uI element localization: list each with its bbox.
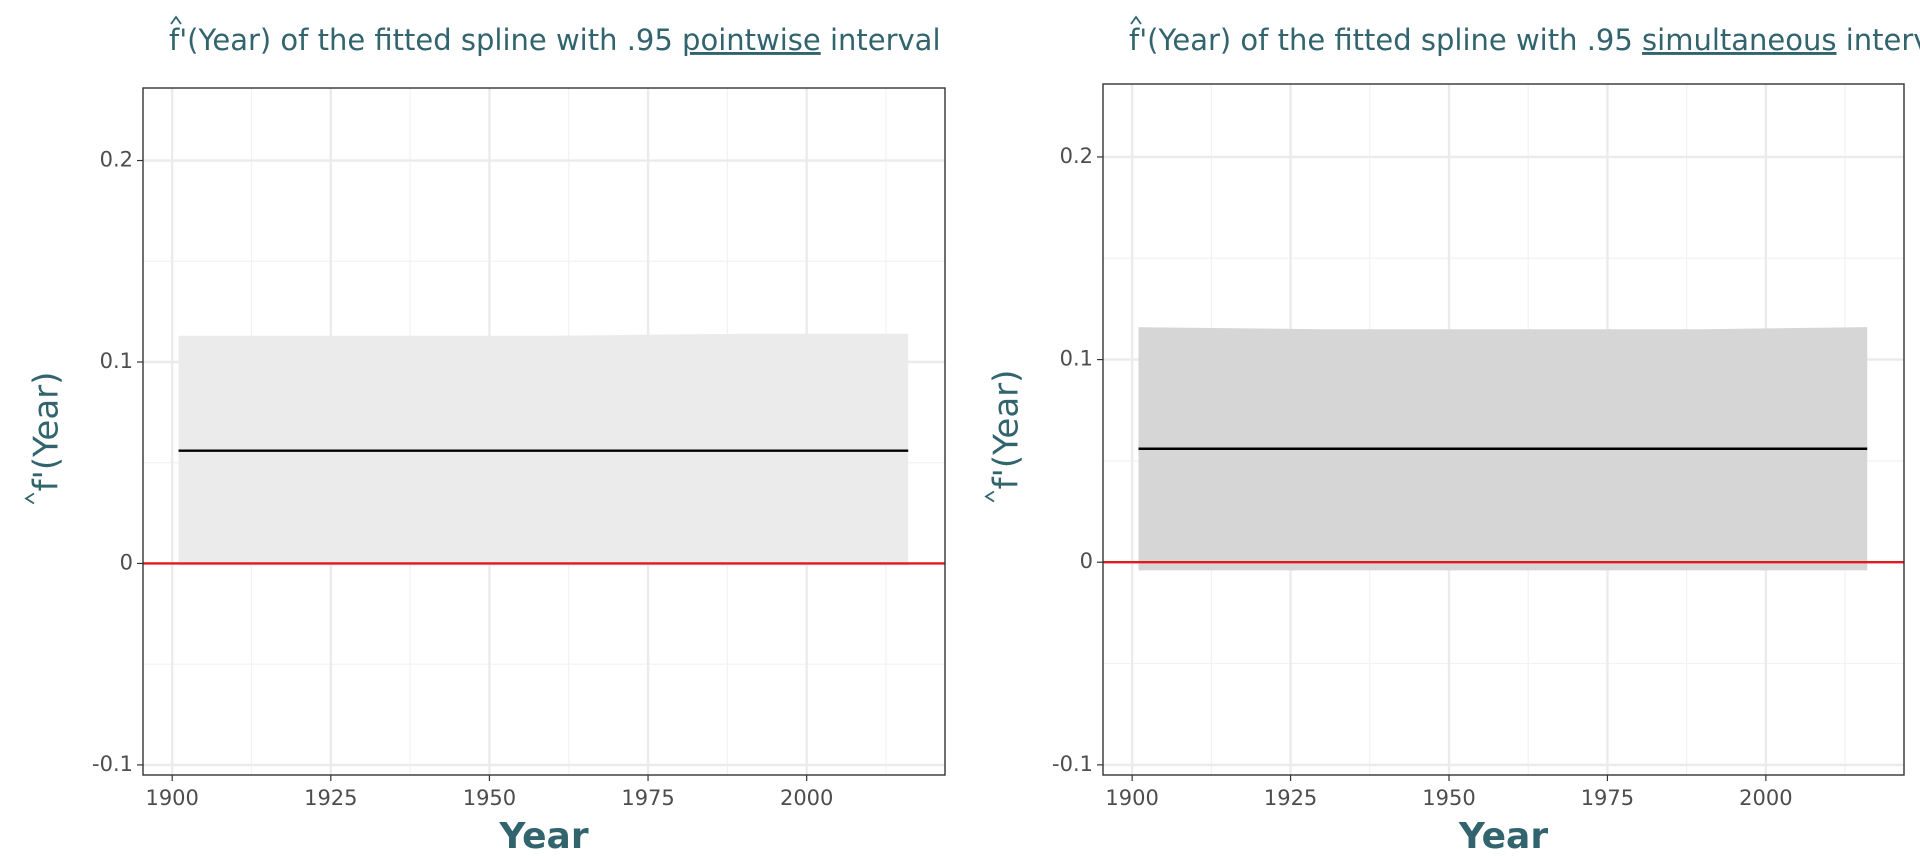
y-tick-label: 0.1 [100,349,133,373]
plot-border [1102,83,1905,776]
x-tick-label: 2000 [1739,786,1792,810]
y-axis-title: f'(Year) [987,370,1027,490]
title-text: interval [1837,23,1920,57]
plot-border [142,87,946,776]
x-tick-label: 1975 [621,786,674,810]
x-tick-label: 1950 [463,786,516,810]
chart-title: f'(Year) of the fitted spline with .95 p… [169,23,941,57]
y-axis-title: f'(Year) [27,372,67,492]
x-axis-title: Year [498,816,588,857]
chart-title: f'(Year) of the fitted spline with .95 s… [1129,23,1920,57]
y-tick-label: 0.1 [1060,347,1093,371]
x-tick-label: 1925 [1264,786,1317,810]
x-tick-label: 1950 [1422,786,1475,810]
hat [984,490,995,503]
hat [24,492,35,505]
title-text: interval [821,23,941,57]
x-axis-title: Year [1458,816,1548,857]
y-tick-label: 0.2 [1060,144,1093,168]
x-tick-label: 1925 [304,786,357,810]
x-tick-label: 2000 [780,786,833,810]
x-tick-label: 1900 [145,786,198,810]
y-tick-label: -0.1 [1052,752,1093,776]
y-tick-label: 0 [1080,549,1093,573]
x-tick-label: 1975 [1581,786,1634,810]
hat [1130,15,1142,25]
y-tick-label: -0.1 [92,752,133,776]
hat [170,15,182,25]
title-emphasis: pointwise [682,23,821,57]
title-text: f'(Year) of the fitted spline with .95 [1129,23,1642,57]
x-tick-label: 1900 [1105,786,1158,810]
y-tick-label: 0.2 [100,148,133,172]
title-emphasis: simultaneous [1642,23,1836,57]
title-text: f'(Year) of the fitted spline with .95 [169,23,682,57]
y-tick-label: 0 [120,550,133,574]
